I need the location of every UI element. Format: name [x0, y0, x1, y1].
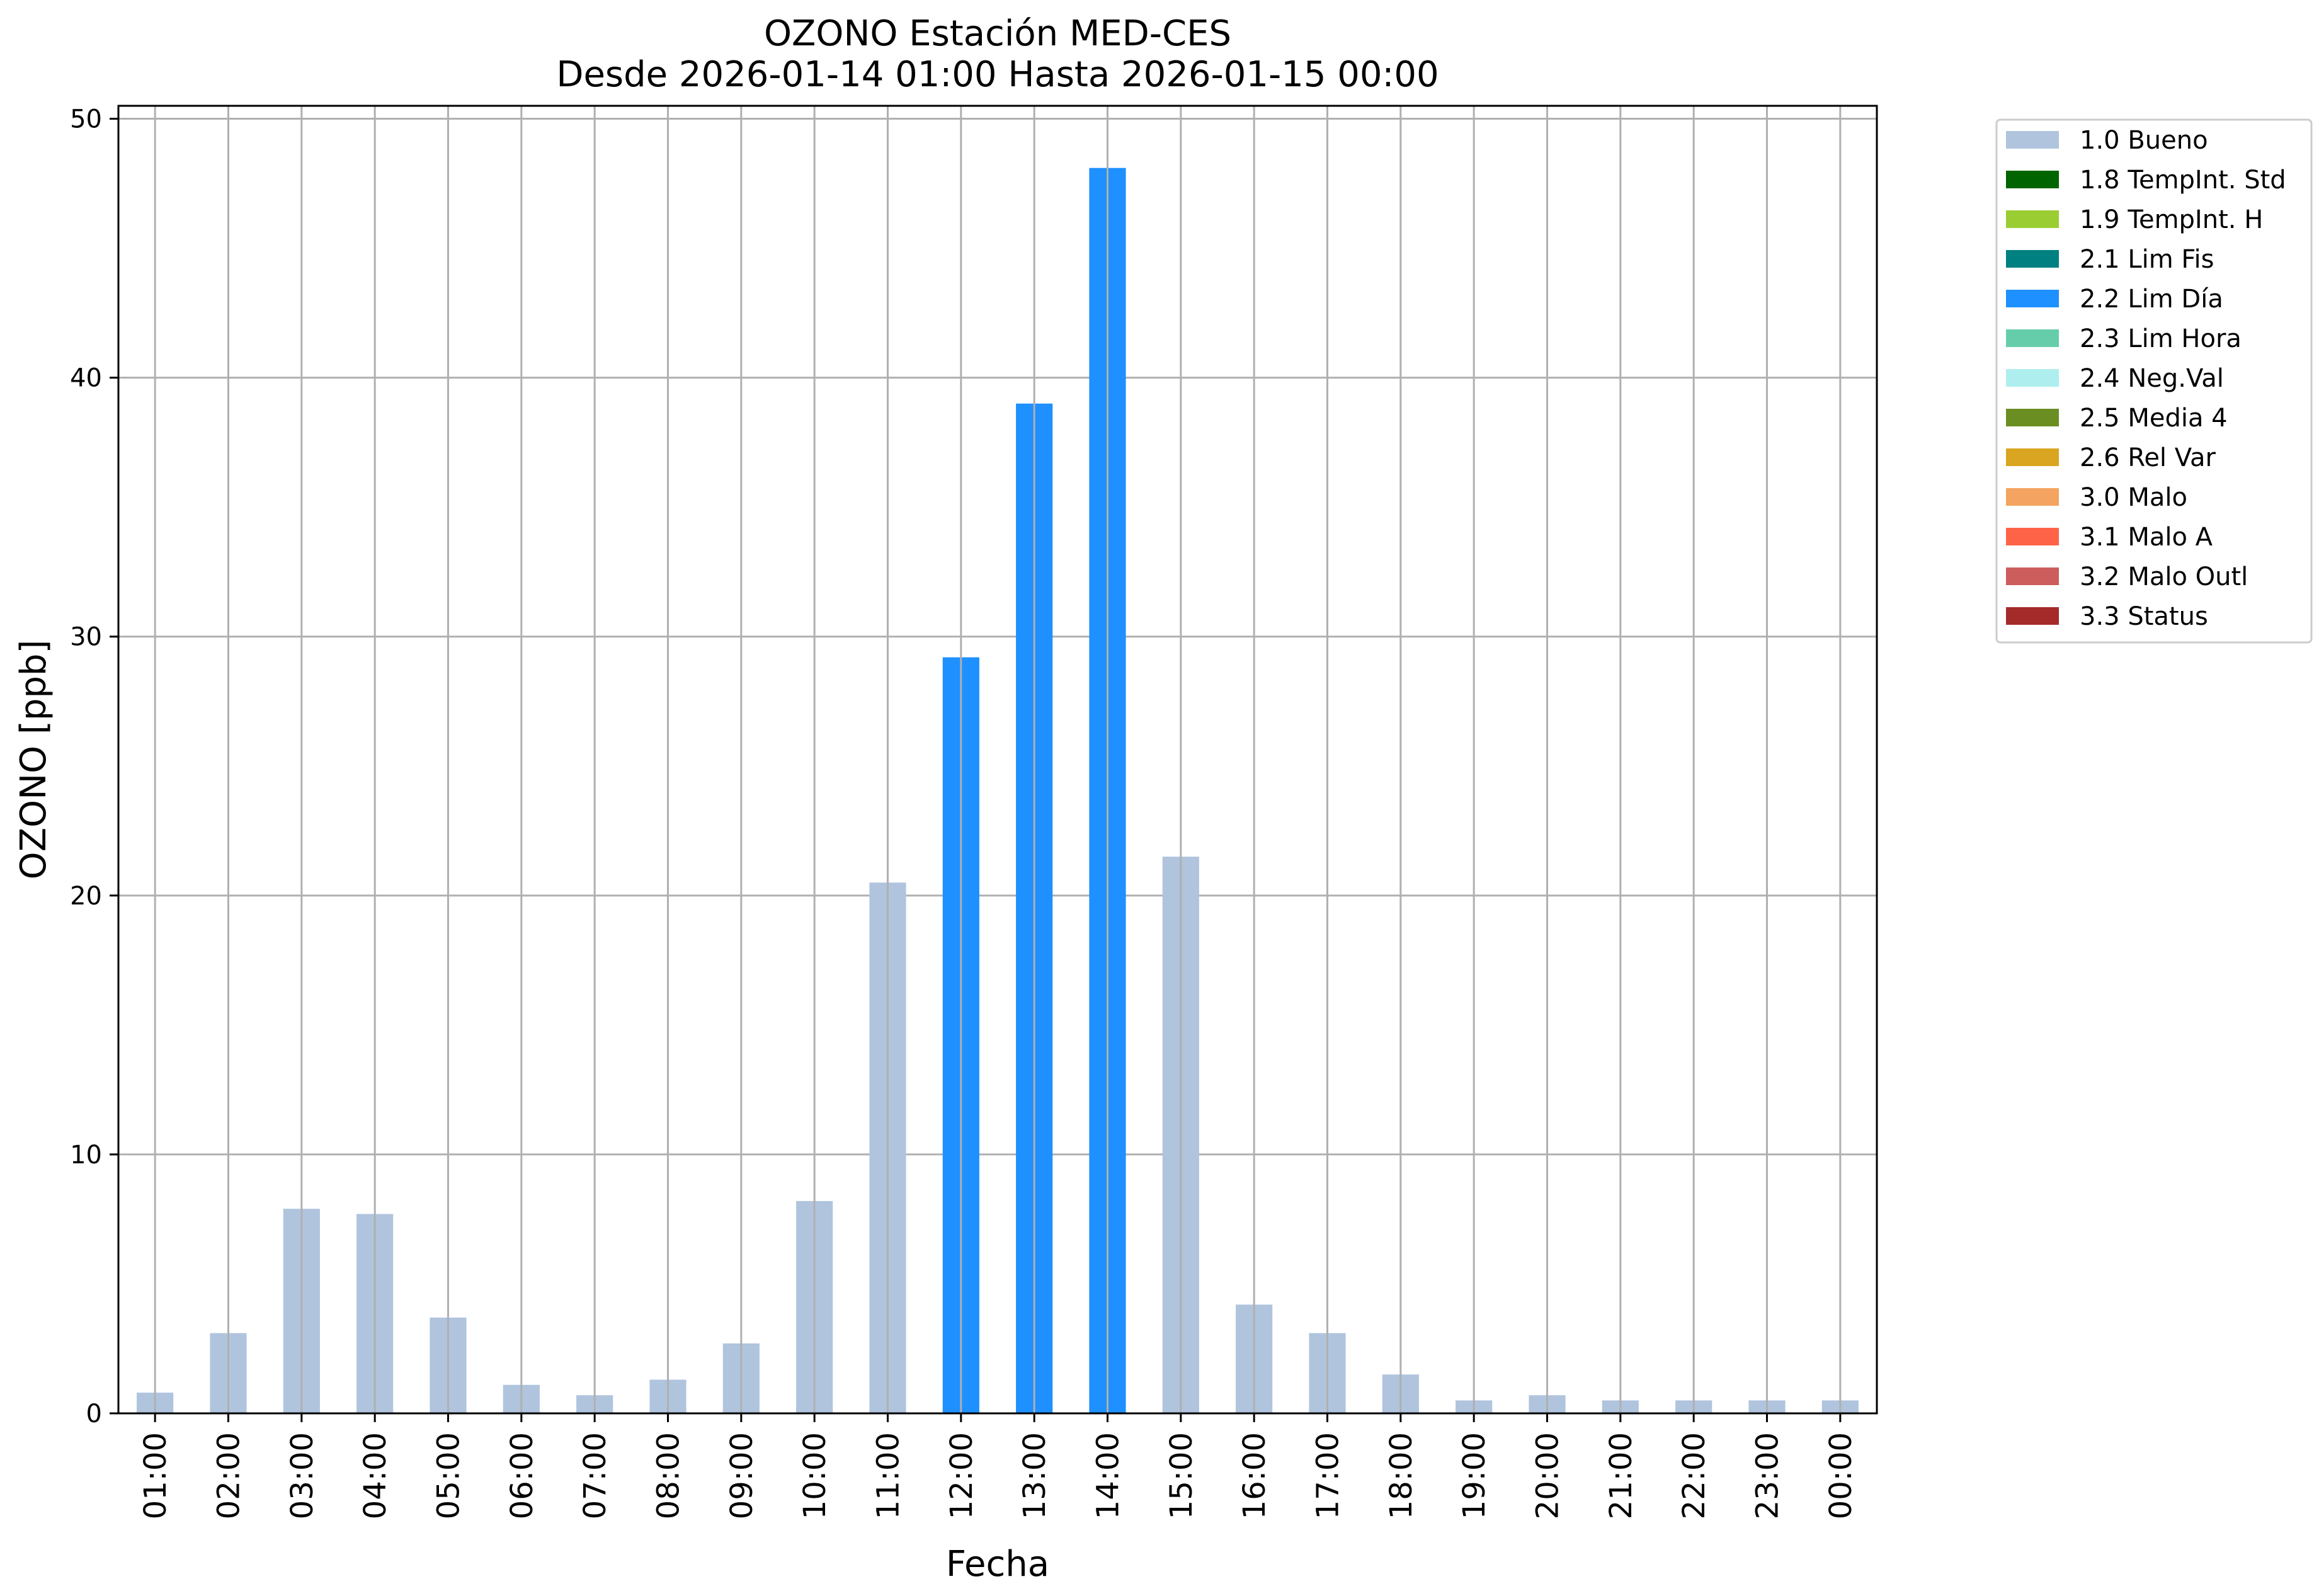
x-tick-label: 22:00 — [1677, 1432, 1712, 1519]
legend-item: 1.9 TempInt. H — [2006, 205, 2263, 234]
legend-item: 3.2 Malo Outl — [2006, 562, 2248, 591]
y-tick-label: 10 — [70, 1141, 102, 1170]
y-tick-label: 30 — [70, 623, 102, 652]
legend-item: 2.6 Rel Var — [2006, 443, 2216, 472]
x-tick-label: 03:00 — [285, 1432, 320, 1519]
x-tick-label: 06:00 — [504, 1432, 540, 1519]
x-tick-label: 05:00 — [431, 1432, 467, 1519]
legend-item: 1.0 Bueno — [2006, 126, 2208, 155]
x-tick-label: 04:00 — [358, 1432, 393, 1519]
x-axis-ticks: 01:00 02:00 03:00 04:00 05:00 06:00 07:00 08:00… — [138, 1413, 1859, 1519]
legend-swatch — [2006, 290, 2059, 307]
legend-box — [1995, 118, 2313, 644]
legend-swatch — [2006, 409, 2059, 426]
x-tick-label: 12:00 — [944, 1432, 979, 1519]
legend-label: 1.0 Bueno — [2080, 126, 2208, 155]
legend-swatch — [2006, 528, 2059, 545]
legend-label: 3.3 Status — [2080, 602, 2208, 631]
legend: 1.0 Bueno 1.8 TempInt. Std 1.9 TempInt. H 2… — [1995, 118, 2313, 644]
x-tick-label: 08:00 — [651, 1432, 687, 1519]
x-tick-label: 13:00 — [1017, 1432, 1052, 1519]
x-tick-label: 18:00 — [1384, 1432, 1419, 1519]
legend-label: 1.9 TempInt. H — [2080, 205, 2263, 234]
x-tick-label: 16:00 — [1237, 1432, 1272, 1519]
x-tick-label: 02:00 — [212, 1432, 247, 1519]
legend-item: 2.3 Lim Hora — [2006, 324, 2242, 353]
legend-item: 3.1 Malo A — [2006, 523, 2213, 552]
legend-items: 1.0 Bueno 1.8 TempInt. Std 1.9 TempInt. H 2… — [2006, 126, 2286, 631]
x-axis-label: Fecha — [946, 1544, 1049, 1585]
y-tick-label: 50 — [70, 105, 102, 134]
legend-label: 1.8 TempInt. Std — [2080, 166, 2286, 195]
legend-swatch — [2006, 250, 2059, 268]
legend-item: 3.0 Malo — [2006, 483, 2187, 512]
x-tick-label: 21:00 — [1604, 1432, 1639, 1519]
y-tick-label: 20 — [70, 882, 102, 911]
legend-item: 2.2 Lim Día — [2006, 285, 2223, 314]
legend-item: 2.4 Neg.Val — [2006, 364, 2224, 393]
x-tick-label: 23:00 — [1750, 1432, 1786, 1519]
legend-swatch — [2006, 210, 2059, 228]
x-tick-label: 14:00 — [1091, 1432, 1126, 1519]
legend-item: 1.8 TempInt. Std — [2006, 166, 2286, 195]
x-tick-label: 07:00 — [578, 1432, 613, 1519]
legend-swatch — [2006, 607, 2059, 625]
legend-swatch — [2006, 329, 2059, 347]
legend-item: 3.3 Status — [2006, 602, 2208, 631]
legend-label: 3.0 Malo — [2080, 483, 2187, 512]
x-grid-lines — [154, 106, 1842, 1413]
x-tick-label: 20:00 — [1530, 1432, 1566, 1519]
legend-swatch — [2006, 171, 2059, 188]
legend-label: 2.4 Neg.Val — [2080, 364, 2224, 393]
chart-title: OZONO Estación MED-CES — [764, 13, 1231, 54]
x-tick-label: 19:00 — [1457, 1432, 1492, 1519]
x-tick-label: 01:00 — [138, 1432, 173, 1519]
x-tick-label: 11:00 — [871, 1432, 906, 1519]
legend-item: 2.5 Media 4 — [2006, 404, 2228, 433]
legend-label: 2.3 Lim Hora — [2080, 324, 2242, 353]
legend-label: 2.2 Lim Día — [2080, 285, 2223, 314]
chart-subtitle: Desde 2026-01-14 01:00 Hasta 2026-01-15 … — [556, 54, 1439, 95]
legend-swatch — [2006, 369, 2059, 387]
x-tick-label: 00:00 — [1823, 1432, 1859, 1519]
legend-label: 2.5 Media 4 — [2080, 404, 2228, 433]
y-tick-label: 40 — [70, 364, 102, 393]
legend-swatch — [2006, 131, 2059, 149]
x-tick-label: 10:00 — [797, 1432, 833, 1519]
x-tick-label: 09:00 — [724, 1432, 760, 1519]
legend-swatch — [2006, 488, 2059, 506]
y-axis-ticks: 0 10 20 30 40 50 — [70, 105, 118, 1428]
legend-label: 3.2 Malo Outl — [2080, 562, 2248, 591]
y-tick-label: 0 — [86, 1399, 102, 1428]
legend-item: 2.1 Lim Fis — [2006, 245, 2214, 274]
plot-frame — [117, 105, 1878, 1415]
legend-swatch — [2006, 567, 2059, 585]
x-tick-label: 15:00 — [1164, 1432, 1199, 1519]
x-tick-label: 17:00 — [1311, 1432, 1346, 1519]
legend-label: 3.1 Malo A — [2080, 523, 2213, 552]
y-axis-label: OZONO [ppb] — [13, 640, 54, 880]
legend-label: 2.6 Rel Var — [2080, 443, 2216, 472]
legend-swatch — [2006, 448, 2059, 466]
legend-label: 2.1 Lim Fis — [2080, 245, 2214, 274]
